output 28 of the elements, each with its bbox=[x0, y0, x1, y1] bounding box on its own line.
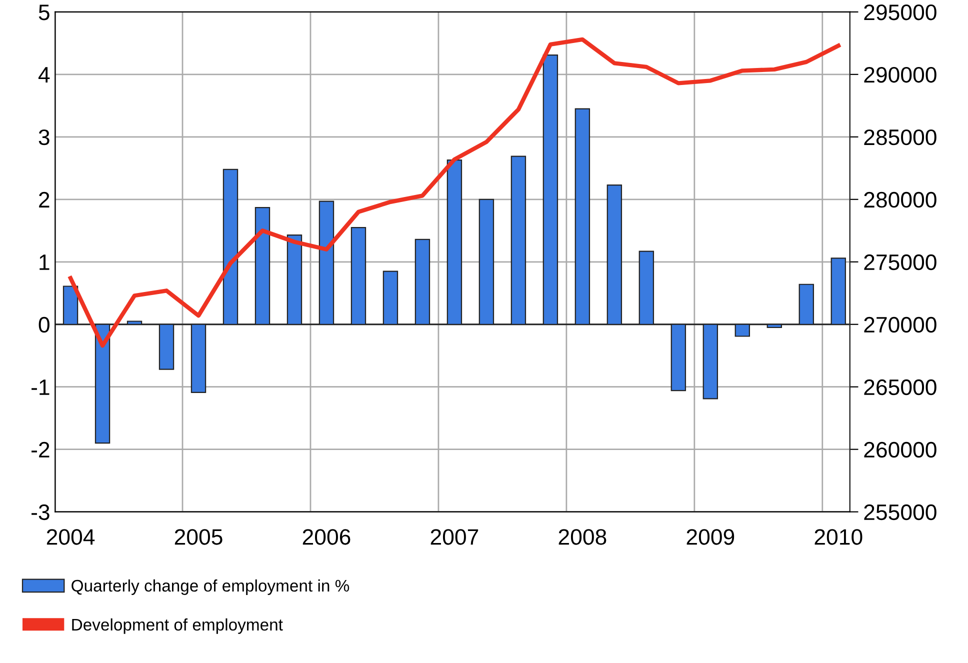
x-tick-label: 2008 bbox=[558, 529, 606, 545]
y2-tick-label: 270000 bbox=[864, 316, 936, 333]
line-series bbox=[68, 37, 840, 348]
x-tick-label: 2010 bbox=[814, 529, 862, 545]
y-tick-label: 3 bbox=[38, 129, 50, 146]
x-tick-label: 2004 bbox=[46, 529, 95, 545]
y2-tick-label: 260000 bbox=[864, 442, 936, 458]
x-tick-label: 2006 bbox=[302, 529, 350, 545]
x-tick-label: 2009 bbox=[686, 529, 734, 545]
y2-tick-label: 280000 bbox=[864, 192, 936, 208]
y-tick-label: -3 bbox=[32, 504, 50, 520]
y-tick-label: 0 bbox=[38, 316, 50, 333]
y2-tick-label: 265000 bbox=[864, 379, 936, 396]
y-tick-label: 2 bbox=[39, 192, 50, 208]
y2-tick-label: 295000 bbox=[864, 4, 936, 20]
y2-tick-label: 255000 bbox=[864, 504, 936, 520]
x-tick-label: 2005 bbox=[174, 529, 222, 545]
y2-tick-label: 285000 bbox=[864, 129, 936, 146]
y2-tick-label: 290000 bbox=[864, 66, 936, 83]
y-tick-label: -1 bbox=[32, 380, 50, 395]
x-tick-label: 2007 bbox=[430, 529, 478, 545]
y-tick-label: 5 bbox=[38, 4, 50, 20]
legend-label: Development of employment bbox=[72, 618, 283, 634]
y-tick-label: 1 bbox=[40, 254, 50, 270]
legend-label: Quarterly change of employment in % bbox=[72, 579, 350, 595]
y2-tick-label: 275000 bbox=[864, 254, 936, 270]
y-tick-label: 4 bbox=[38, 67, 50, 82]
y-tick-label: -2 bbox=[32, 442, 50, 458]
